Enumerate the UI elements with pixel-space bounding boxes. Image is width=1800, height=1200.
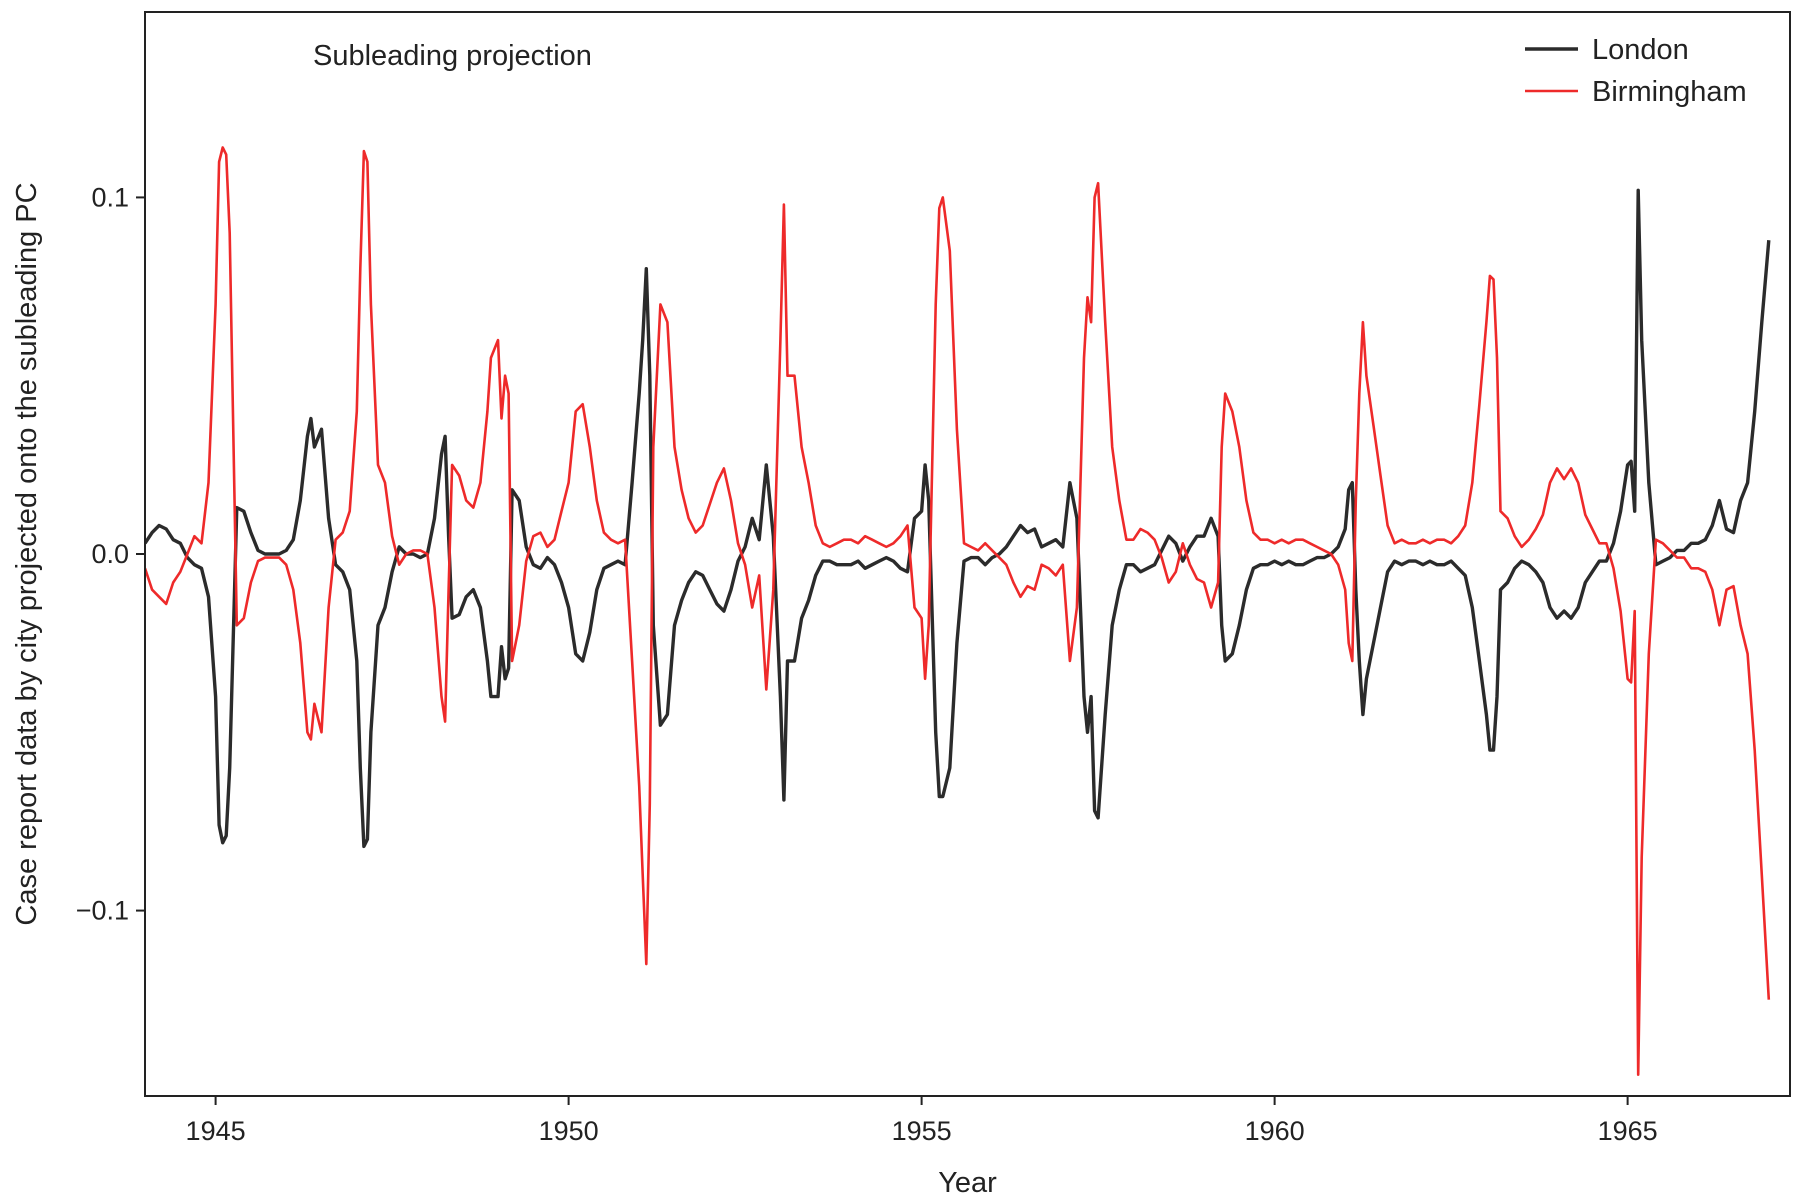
legend: London Birmingham xyxy=(1525,34,1747,108)
x-tick-label: 1945 xyxy=(186,1116,246,1146)
series-group xyxy=(145,146,1771,1076)
y-axis: −0.1 0.0 0.1 xyxy=(76,182,145,926)
x-axis: 1945 1950 1955 1960 1965 xyxy=(186,1096,1658,1146)
chart-annotation: Subleading projection xyxy=(313,40,592,72)
plot-frame xyxy=(144,11,1791,1097)
y-tick-label: 0.0 xyxy=(91,539,129,569)
x-tick-label: 1960 xyxy=(1245,1116,1305,1146)
y-tick-label: 0.1 xyxy=(91,182,129,212)
x-tick-label: 1965 xyxy=(1598,1116,1658,1146)
legend-label-birmingham: Birmingham xyxy=(1592,76,1747,108)
x-axis-label: Year xyxy=(938,1167,997,1199)
y-axis-label: Case report data by city projected onto … xyxy=(11,182,43,925)
legend-label-london: London xyxy=(1592,34,1689,66)
x-tick-label: 1950 xyxy=(539,1116,599,1146)
x-tick-label: 1955 xyxy=(892,1116,952,1146)
series-line-birmingham xyxy=(145,146,1771,1076)
y-tick-label: −0.1 xyxy=(76,896,129,926)
